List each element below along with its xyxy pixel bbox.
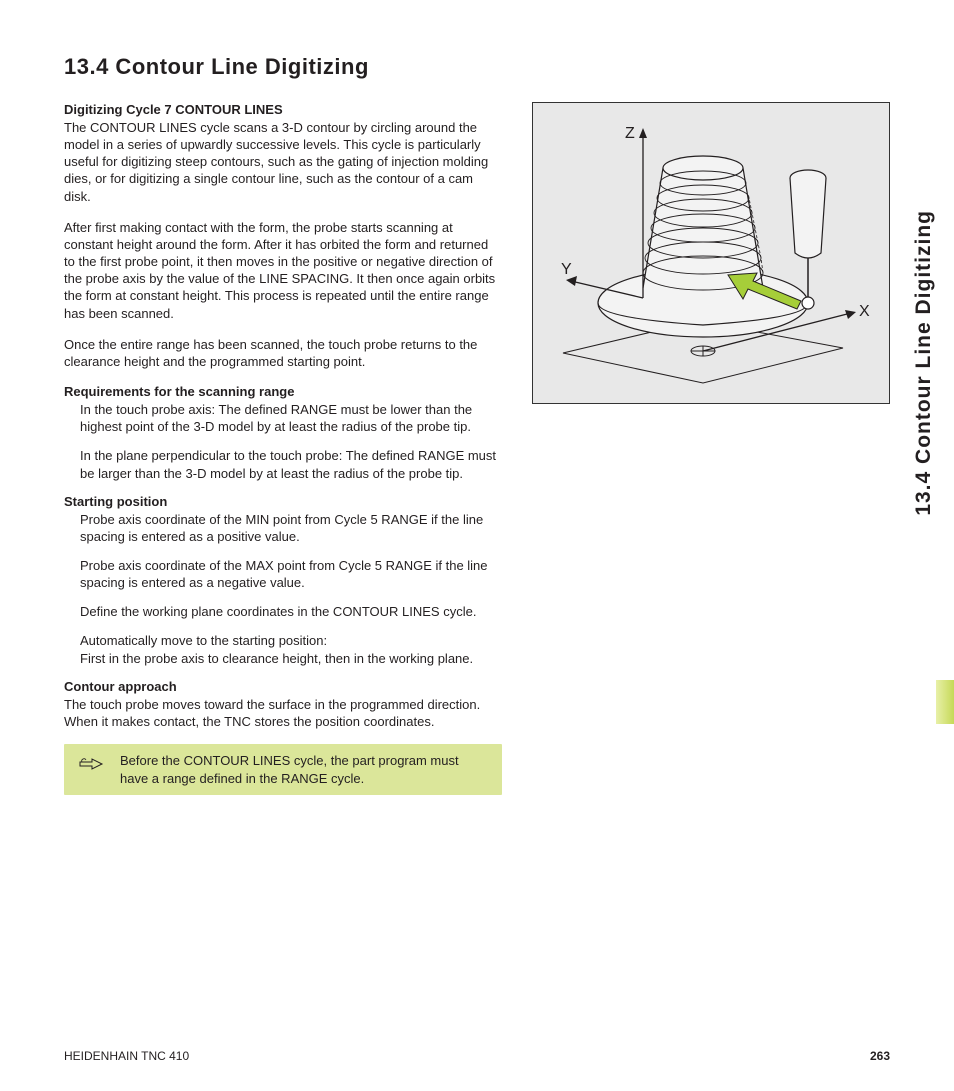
section1-p3: Once the entire range has been scanned, … [64,336,502,370]
axis-z-label: Z [625,125,635,143]
section2-block: In the touch probe axis: The defined RAN… [64,401,502,482]
figure-column: Z Y X [532,102,890,795]
page-number: 263 [870,1049,890,1063]
section4-p1: The touch probe moves toward the surface… [64,696,502,730]
axis-y-label: Y [561,261,572,279]
section4-title: Contour approach [64,679,502,694]
side-tab [936,680,954,724]
main-heading: 13.4 Contour Line Digitizing [64,54,914,80]
section2-p2: In the plane perpendicular to the touch … [80,447,502,481]
section3-block: Probe axis coordinate of the MIN point f… [64,511,502,667]
hand-point-icon [78,754,104,779]
section2-p1: In the touch probe axis: The defined RAN… [80,401,502,435]
text-column: Digitizing Cycle 7 CONTOUR LINES The CON… [64,102,502,795]
footer: HEIDENHAIN TNC 410 263 [64,1049,890,1063]
footer-left: HEIDENHAIN TNC 410 [64,1049,189,1063]
section3-title: Starting position [64,494,502,509]
axis-x-label: X [859,303,870,321]
side-title: 13.4 Contour Line Digitizing [912,210,936,516]
section3-p4: Automatically move to the starting posit… [80,632,502,666]
note-text: Before the CONTOUR LINES cycle, the part… [120,752,490,787]
section3-p3: Define the working plane coordinates in … [80,603,502,620]
section1-p1: The CONTOUR LINES cycle scans a 3-D cont… [64,119,502,205]
section2-title: Requirements for the scanning range [64,384,502,399]
section1-title: Digitizing Cycle 7 CONTOUR LINES [64,102,502,117]
section1-p2: After first making contact with the form… [64,219,502,322]
content-row: Digitizing Cycle 7 CONTOUR LINES The CON… [64,102,914,795]
section3-p2: Probe axis coordinate of the MAX point f… [80,557,502,591]
note-box: Before the CONTOUR LINES cycle, the part… [64,744,502,795]
section3-p1: Probe axis coordinate of the MIN point f… [80,511,502,545]
page: 13.4 Contour Line Digitizing Digitizing … [0,0,954,1091]
figure-diagram: Z Y X [532,102,890,404]
